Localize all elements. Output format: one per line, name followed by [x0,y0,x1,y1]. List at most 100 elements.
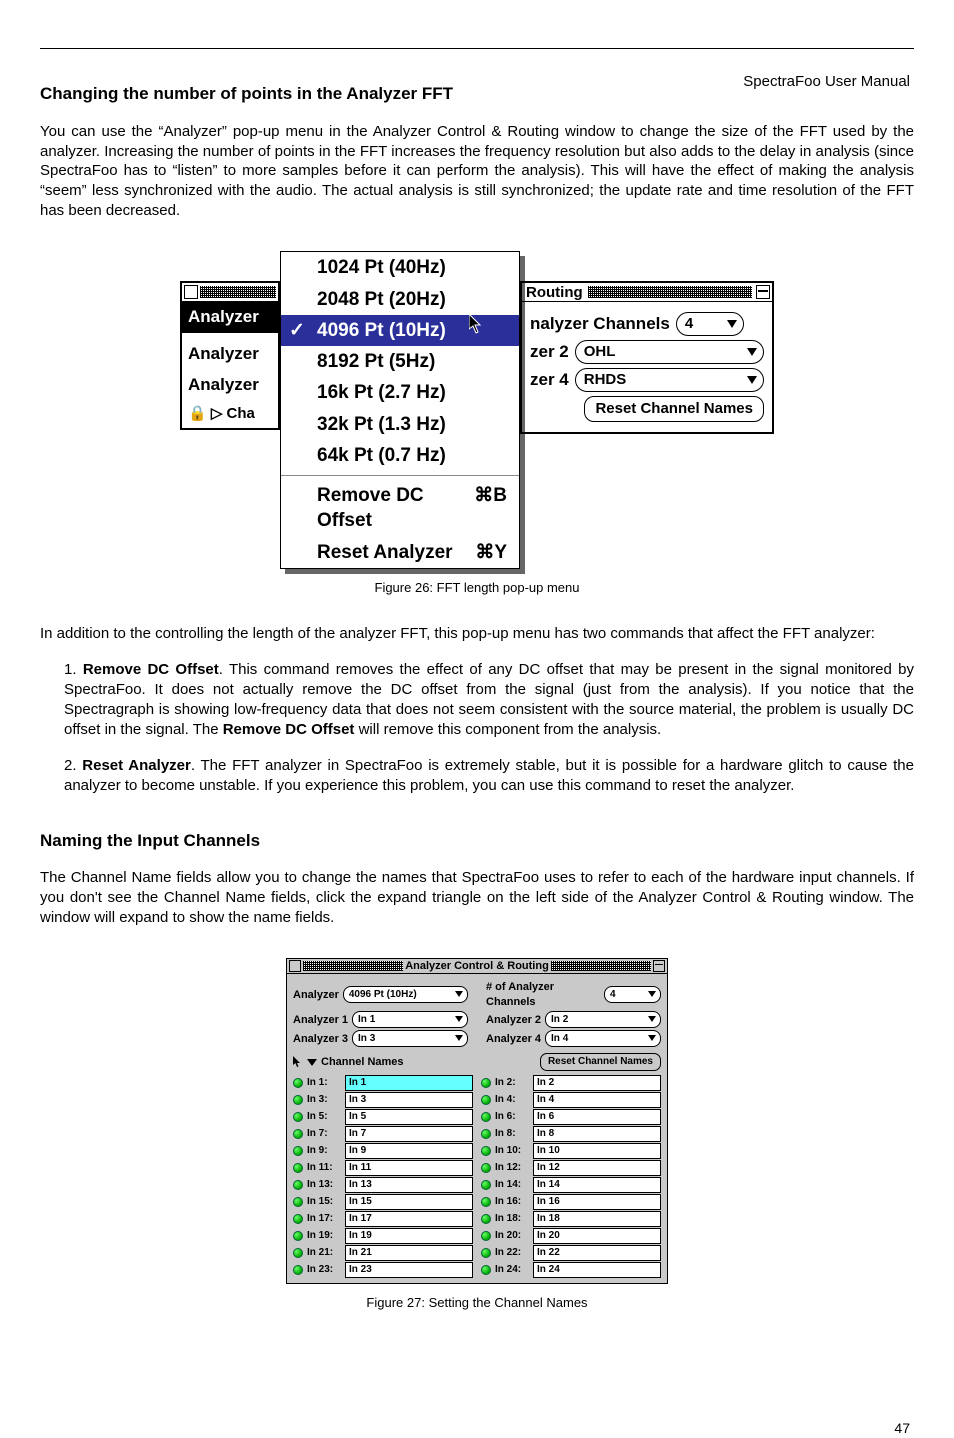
activity-led-icon [481,1265,491,1275]
channel-name-row: In 21: In 21 [293,1245,473,1261]
activity-led-icon [481,1129,491,1139]
paragraph: The Channel Name fields allow you to cha… [40,868,914,928]
analyzer-label-row[interactable]: Analyzer [182,370,278,401]
activity-led-icon [293,1078,303,1088]
channel-name-field[interactable]: In 3 [345,1092,473,1108]
channel-count-dropdown[interactable]: 4 [676,312,744,336]
paragraph: In addition to the controlling the lengt… [40,624,914,644]
activity-led-icon [293,1163,303,1173]
channel-name-row: In 7: In 7 [293,1126,473,1142]
channel-name-row: In 1:In 1 [293,1075,473,1091]
channel-name-field[interactable]: In 16 [533,1194,661,1210]
fft-size-menuitem[interactable]: 2048 Pt (20Hz) [281,284,519,315]
channel-name-field[interactable]: In 21 [345,1245,473,1261]
activity-led-icon [293,1214,303,1224]
channel-name-row: In 20:In 20 [481,1228,661,1244]
analyzer3-dropdown[interactable]: In 3 [352,1030,468,1047]
channel-name-field[interactable]: In 14 [533,1177,661,1193]
fft-size-menuitem[interactable]: 16k Pt (2.7 Hz) [281,377,519,408]
activity-led-icon [293,1180,303,1190]
analyzer4-dropdown[interactable]: RHDS [575,368,764,392]
channel-name-row: In 23: In 23 [293,1262,473,1278]
fft-size-menuitem[interactable]: 1024 Pt (40Hz) [281,252,519,283]
channel-label: In 14: [495,1178,529,1191]
channel-label: In 23: [307,1263,341,1276]
channel-name-field[interactable]: In 17 [345,1211,473,1227]
fft-size-menuitem[interactable]: 64k Pt (0.7 Hz) [281,440,519,471]
channel-label: In 17: [307,1212,341,1225]
channel-name-row: In 15:In 15 [293,1194,473,1210]
collapse-icon[interactable] [756,285,770,299]
channel-label: In 8: [495,1127,529,1140]
channel-label: In 24: [495,1263,529,1276]
channel-name-field[interactable]: In 18 [533,1211,661,1227]
channel-name-field[interactable]: In 7 [345,1126,473,1142]
analyzer2-dropdown[interactable]: In 2 [545,1011,661,1028]
channel-name-row: In 22:In 22 [481,1245,661,1261]
activity-led-icon [293,1197,303,1207]
menu-command[interactable]: Reset Analyzer⌘Y [281,537,519,568]
activity-led-icon [481,1078,491,1088]
list-item: 2. Reset Analyzer. The FFT analyzer in S… [40,756,914,796]
channel-label: In 4: [495,1093,529,1106]
channel-name-field[interactable]: In 6 [533,1109,661,1125]
channel-name-row: In 6: In 6 [481,1109,661,1125]
analyzer-label-row[interactable]: Analyzer [182,302,278,333]
channel-name-field[interactable]: In 1 [345,1075,473,1091]
reset-channel-names-button[interactable]: Reset Channel Names [584,396,764,422]
channel-count-label: # of Analyzer Channels [486,980,600,1009]
channel-label: In 7: [307,1127,341,1140]
menu-command[interactable]: Remove DC Offset⌘B [281,480,519,537]
channel-name-field[interactable]: In 20 [533,1228,661,1244]
channel-name-field[interactable]: In 13 [345,1177,473,1193]
channel-name-field[interactable]: In 11 [345,1160,473,1176]
figure-caption: Figure 26: FFT length pop-up menu [40,579,914,596]
channel-name-field[interactable]: In 19 [345,1228,473,1244]
channel-name-field[interactable]: In 22 [533,1245,661,1261]
analyzer-fft-dropdown[interactable]: 4096 Pt (10Hz) [343,986,468,1003]
analyzer2-dropdown[interactable]: OHL [575,340,764,364]
fft-size-menuitem[interactable]: 8192 Pt (5Hz) [281,346,519,377]
channel-label: In 19: [307,1229,341,1242]
channel-name-field[interactable]: In 4 [533,1092,661,1108]
activity-led-icon [293,1231,303,1241]
channel-name-field[interactable]: In 24 [533,1262,661,1278]
channel-name-field[interactable]: In 8 [533,1126,661,1142]
channel-count-label: nalyzer Channels [530,313,670,336]
analyzer1-label: Analyzer 1 [293,1013,348,1028]
channel-label: In 6: [495,1110,529,1123]
control-window-fragment: Analyzer Analyzer Analyzer 🔒 ▷ Cha [180,281,280,430]
analyzer1-dropdown[interactable]: In 1 [352,1011,468,1028]
channel-name-row: In 9:In 9 [293,1143,473,1159]
channel-name-field[interactable]: In 2 [533,1075,661,1091]
disclosure-triangle-icon[interactable] [307,1059,317,1066]
analyzer4-label: zer 4 [530,369,569,392]
channel-name-field[interactable]: In 5 [345,1109,473,1125]
activity-led-icon [481,1214,491,1224]
channel-name-field[interactable]: In 15 [345,1194,473,1210]
channel-count-dropdown[interactable]: 4 [604,986,661,1003]
fft-size-menuitem[interactable]: ✓4096 Pt (10Hz) [281,315,519,346]
analyzer3-label: Analyzer 3 [293,1032,348,1047]
channel-label: In 21: [307,1246,341,1259]
channel-name-field[interactable]: In 12 [533,1160,661,1176]
activity-led-icon [481,1248,491,1258]
channel-name-row: In 19: In 19 [293,1228,473,1244]
channel-toggle-row[interactable]: 🔒 ▷ Cha [182,400,278,428]
routing-window-fragment: Routing nalyzer Channels 4 [520,281,774,434]
fft-size-menuitem[interactable]: 32k Pt (1.3 Hz) [281,409,519,440]
reset-channel-names-button[interactable]: Reset Channel Names [540,1053,661,1070]
analyzer4-dropdown[interactable]: In 4 [545,1030,661,1047]
section-title-2: Naming the Input Channels [40,830,914,853]
activity-led-icon [481,1197,491,1207]
analyzer-label: Analyzer [293,988,339,1003]
channel-name-row: In 11:In 11 [293,1160,473,1176]
activity-led-icon [293,1112,303,1122]
channel-name-field[interactable]: In 10 [533,1143,661,1159]
analyzer-label-row[interactable]: Analyzer [182,339,278,370]
collapse-icon[interactable] [653,960,665,972]
activity-led-icon [293,1146,303,1156]
channel-name-field[interactable]: In 9 [345,1143,473,1159]
activity-led-icon [481,1095,491,1105]
channel-name-field[interactable]: In 23 [345,1262,473,1278]
